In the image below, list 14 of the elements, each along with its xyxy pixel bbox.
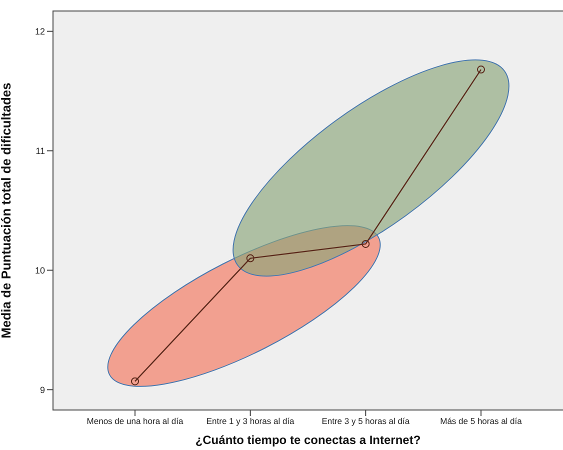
x-tick-label: Entre 3 y 5 horas al día xyxy=(322,416,410,426)
x-axis-title: ¿Cuánto tiempo te conectas a Internet? xyxy=(195,433,421,447)
y-tick-label: 11 xyxy=(36,146,45,156)
point xyxy=(246,254,254,262)
x-tick-label: Entre 1 y 3 horas al día xyxy=(206,416,295,426)
y-axis-title: Media de Puntuación total de dificultades xyxy=(0,82,14,338)
x-tick-label: Menos de una hora al día xyxy=(86,416,184,426)
y-tick-label: 10 xyxy=(34,265,45,276)
y-tick-label: 12 xyxy=(34,26,45,37)
point xyxy=(362,240,370,248)
y-tick-label: 9 xyxy=(40,384,45,395)
point xyxy=(477,66,485,74)
point xyxy=(131,377,139,386)
x-tick-label: Más de 5 horas al día xyxy=(440,416,522,426)
